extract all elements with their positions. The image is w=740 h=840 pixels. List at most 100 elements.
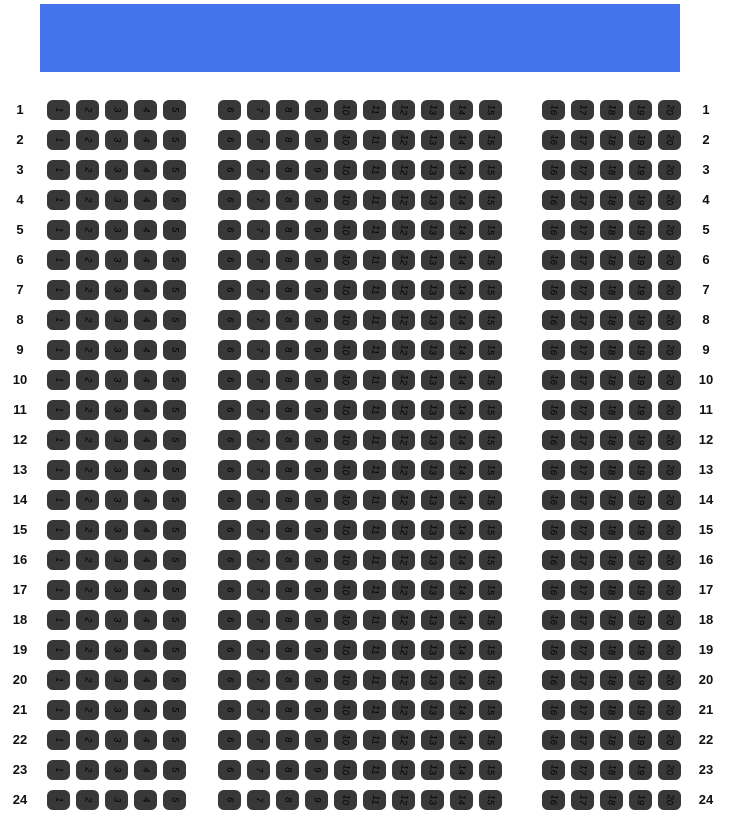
seat[interactable]: 14 (450, 640, 473, 660)
seat[interactable]: 5 (163, 220, 186, 240)
seat[interactable]: 18 (600, 130, 623, 150)
seat[interactable]: 9 (305, 730, 328, 750)
seat[interactable]: 14 (450, 340, 473, 360)
seat[interactable]: 8 (276, 460, 299, 480)
seat[interactable]: 18 (600, 190, 623, 210)
seat[interactable]: 13 (421, 250, 444, 270)
seat[interactable]: 17 (571, 490, 594, 510)
seat[interactable]: 3 (105, 280, 128, 300)
seat[interactable]: 5 (163, 370, 186, 390)
seat[interactable]: 18 (600, 430, 623, 450)
seat[interactable]: 4 (134, 730, 157, 750)
seat[interactable]: 1 (47, 610, 70, 630)
seat[interactable]: 11 (363, 190, 386, 210)
seat[interactable]: 17 (571, 520, 594, 540)
seat[interactable]: 11 (363, 610, 386, 630)
seat[interactable]: 16 (542, 700, 565, 720)
seat[interactable]: 4 (134, 460, 157, 480)
seat[interactable]: 13 (421, 100, 444, 120)
seat[interactable]: 4 (134, 550, 157, 570)
seat[interactable]: 14 (450, 100, 473, 120)
seat[interactable]: 15 (479, 100, 502, 120)
seat[interactable]: 1 (47, 340, 70, 360)
seat[interactable]: 12 (392, 580, 415, 600)
seat[interactable]: 5 (163, 340, 186, 360)
seat[interactable]: 19 (629, 400, 652, 420)
seat[interactable]: 9 (305, 190, 328, 210)
seat[interactable]: 14 (450, 280, 473, 300)
seat[interactable]: 9 (305, 610, 328, 630)
seat[interactable]: 16 (542, 160, 565, 180)
seat[interactable]: 6 (218, 130, 241, 150)
seat[interactable]: 4 (134, 250, 157, 270)
seat[interactable]: 18 (600, 460, 623, 480)
seat[interactable]: 14 (450, 700, 473, 720)
seat[interactable]: 17 (571, 130, 594, 150)
seat[interactable]: 18 (600, 580, 623, 600)
seat[interactable]: 8 (276, 340, 299, 360)
seat[interactable]: 1 (47, 310, 70, 330)
seat[interactable]: 20 (658, 490, 681, 510)
seat[interactable]: 2 (76, 610, 99, 630)
seat[interactable]: 6 (218, 460, 241, 480)
seat[interactable]: 19 (629, 640, 652, 660)
seat[interactable]: 15 (479, 550, 502, 570)
seat[interactable]: 3 (105, 670, 128, 690)
seat[interactable]: 1 (47, 220, 70, 240)
seat[interactable]: 17 (571, 790, 594, 810)
seat[interactable]: 10 (334, 340, 357, 360)
seat[interactable]: 19 (629, 100, 652, 120)
seat[interactable]: 9 (305, 130, 328, 150)
seat[interactable]: 4 (134, 790, 157, 810)
seat[interactable]: 16 (542, 220, 565, 240)
seat[interactable]: 11 (363, 250, 386, 270)
seat[interactable]: 7 (247, 490, 270, 510)
seat[interactable]: 7 (247, 460, 270, 480)
seat[interactable]: 1 (47, 400, 70, 420)
seat[interactable]: 19 (629, 310, 652, 330)
seat[interactable]: 19 (629, 580, 652, 600)
seat[interactable]: 7 (247, 550, 270, 570)
seat[interactable]: 4 (134, 430, 157, 450)
seat[interactable]: 17 (571, 370, 594, 390)
seat[interactable]: 5 (163, 730, 186, 750)
seat[interactable]: 10 (334, 640, 357, 660)
seat[interactable]: 11 (363, 340, 386, 360)
seat[interactable]: 8 (276, 640, 299, 660)
seat[interactable]: 11 (363, 280, 386, 300)
seat[interactable]: 20 (658, 610, 681, 630)
seat[interactable]: 16 (542, 670, 565, 690)
seat[interactable]: 1 (47, 730, 70, 750)
seat[interactable]: 13 (421, 520, 444, 540)
seat[interactable]: 6 (218, 190, 241, 210)
seat[interactable]: 10 (334, 100, 357, 120)
seat[interactable]: 14 (450, 250, 473, 270)
seat[interactable]: 6 (218, 760, 241, 780)
seat[interactable]: 11 (363, 160, 386, 180)
seat[interactable]: 14 (450, 610, 473, 630)
seat[interactable]: 8 (276, 250, 299, 270)
seat[interactable]: 20 (658, 580, 681, 600)
seat[interactable]: 16 (542, 250, 565, 270)
seat[interactable]: 1 (47, 160, 70, 180)
seat[interactable]: 5 (163, 670, 186, 690)
seat[interactable]: 6 (218, 340, 241, 360)
seat[interactable]: 12 (392, 430, 415, 450)
seat[interactable]: 13 (421, 160, 444, 180)
seat[interactable]: 14 (450, 460, 473, 480)
seat[interactable]: 16 (542, 640, 565, 660)
seat[interactable]: 17 (571, 460, 594, 480)
seat[interactable]: 13 (421, 580, 444, 600)
seat[interactable]: 4 (134, 670, 157, 690)
seat[interactable]: 20 (658, 100, 681, 120)
seat[interactable]: 14 (450, 160, 473, 180)
seat[interactable]: 6 (218, 250, 241, 270)
seat[interactable]: 7 (247, 700, 270, 720)
seat[interactable]: 16 (542, 100, 565, 120)
seat[interactable]: 2 (76, 310, 99, 330)
seat[interactable]: 7 (247, 100, 270, 120)
seat[interactable]: 12 (392, 160, 415, 180)
seat[interactable]: 5 (163, 610, 186, 630)
seat[interactable]: 4 (134, 160, 157, 180)
seat[interactable]: 17 (571, 280, 594, 300)
